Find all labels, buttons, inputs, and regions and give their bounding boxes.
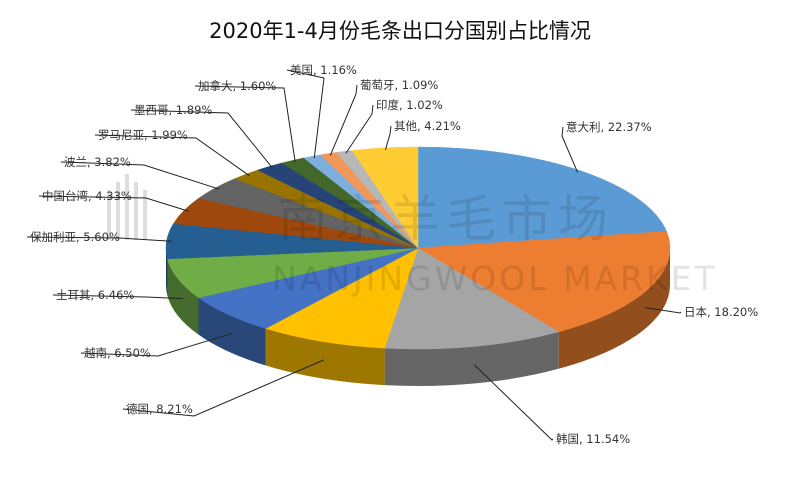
data-label: 波兰, 3.82% [64, 155, 131, 169]
data-label: 意大利, 22.37% [566, 120, 652, 134]
leader-lines [26, 69, 682, 441]
leader-line [52, 294, 183, 300]
data-label: 墨西哥, 1.89% [134, 103, 212, 117]
data-label: 罗马尼亚, 1.99% [98, 128, 188, 142]
leader-line [384, 125, 392, 151]
data-label: 土耳其, 6.46% [56, 288, 134, 302]
data-label: 其他, 4.21% [394, 119, 461, 133]
chart-title: 2020年1-4月份毛条出口分国别占比情况 [209, 19, 591, 43]
slice-side [265, 328, 385, 386]
slice-side [198, 297, 266, 366]
leader-line [561, 126, 579, 173]
data-label: 保加利亚, 5.60% [30, 230, 120, 244]
data-label: 美国, 1.16% [290, 63, 357, 77]
data-label: 葡萄牙, 1.09% [360, 78, 438, 92]
pie-slice [265, 247, 419, 349]
leader-line [473, 364, 554, 441]
watermark-text: 南京羊毛市场 [278, 190, 614, 248]
watermark-logo-icon [107, 174, 147, 240]
data-label: 日本, 18.20% [684, 305, 758, 319]
data-label: 加拿大, 1.60% [198, 79, 276, 93]
leader-line [644, 307, 682, 314]
slice-tops [165, 146, 671, 350]
slice-side [166, 248, 168, 296]
slice-side [558, 248, 670, 369]
leader-line [26, 236, 172, 242]
slice-side [384, 331, 559, 387]
leader-line [329, 84, 358, 156]
data-label: 中国台湾, 4.33% [42, 189, 132, 203]
data-label: 印度, 1.02% [376, 98, 443, 112]
leader-line [38, 195, 189, 212]
pie-slice [384, 247, 560, 350]
leader-line [130, 109, 273, 169]
leader-line [94, 134, 250, 177]
leader-line [60, 161, 220, 190]
data-label: 德国, 8.21% [126, 402, 193, 416]
watermark: 南京羊毛市场 NANJINGWOOL MARKET [107, 174, 718, 298]
leader-line [345, 104, 374, 154]
leader-line [122, 359, 325, 417]
leader-line [80, 332, 233, 357]
pie-slice [417, 231, 671, 333]
pie-slice [351, 146, 419, 249]
slice-side [167, 258, 199, 335]
leader-line [194, 85, 296, 163]
data-label: 韩国, 11.54% [556, 432, 630, 446]
pie-slice [417, 146, 667, 249]
data-labels: 意大利, 22.37% 日本, 18.20% 韩国, 11.54% 德国, 8.21%… [30, 63, 758, 446]
data-label: 越南, 6.50% [84, 346, 151, 360]
leader-line [286, 69, 325, 159]
slice-sides [166, 248, 670, 387]
watermark-subtext: NANJINGWOOL MARKET [272, 259, 718, 298]
